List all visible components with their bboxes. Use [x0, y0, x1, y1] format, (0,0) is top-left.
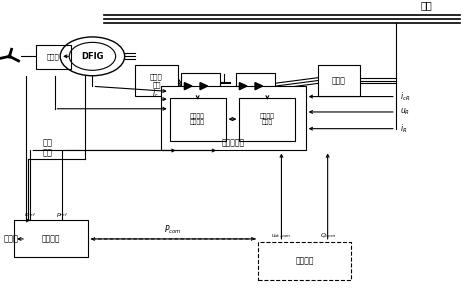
Text: $p_{ref}$: $p_{ref}$	[55, 211, 68, 219]
Text: 长线滤
波器: 长线滤 波器	[150, 73, 163, 88]
Bar	[236, 73, 275, 100]
Text: $u_R$: $u_R$	[400, 107, 410, 117]
Polygon shape	[200, 83, 208, 90]
Bar	[135, 65, 178, 96]
Text: $i_r$: $i_r$	[152, 88, 159, 100]
Bar	[36, 45, 71, 69]
Text: 电网: 电网	[421, 0, 432, 10]
Bar	[318, 65, 360, 96]
Polygon shape	[184, 83, 192, 90]
Text: 滤波器: 滤波器	[332, 76, 346, 85]
Text: $i_{cR}$: $i_{cR}$	[400, 90, 410, 103]
Text: 桨距角: 桨距角	[4, 234, 19, 243]
Bar	[181, 73, 220, 100]
Text: 转子侧变
流器控制: 转子侧变 流器控制	[190, 113, 205, 125]
Text: 电力控制: 电力控制	[295, 257, 314, 266]
Text: $Q_{com}$: $Q_{com}$	[319, 231, 336, 240]
Bar	[258, 242, 351, 280]
Polygon shape	[255, 83, 263, 90]
Bar	[170, 98, 226, 141]
Text: $P_{com}$: $P_{com}$	[164, 223, 182, 236]
Text: $u_{dc,com}$: $u_{dc,com}$	[272, 233, 292, 240]
Bar	[14, 221, 88, 258]
Text: 变流器控制: 变流器控制	[222, 138, 245, 147]
Bar	[161, 86, 306, 150]
Text: 网侧变流
器控制: 网侧变流 器控制	[260, 113, 275, 125]
Polygon shape	[239, 83, 247, 90]
Text: 齿轮箱: 齿轮箱	[47, 54, 60, 60]
Bar	[239, 98, 295, 141]
Text: DFIG: DFIG	[81, 52, 104, 61]
Text: 速度
检测: 速度 检测	[42, 138, 53, 157]
Text: $n_{ref}$: $n_{ref}$	[24, 211, 36, 219]
Text: $i_R$: $i_R$	[400, 123, 407, 135]
Text: 功率控制: 功率控制	[42, 234, 60, 243]
